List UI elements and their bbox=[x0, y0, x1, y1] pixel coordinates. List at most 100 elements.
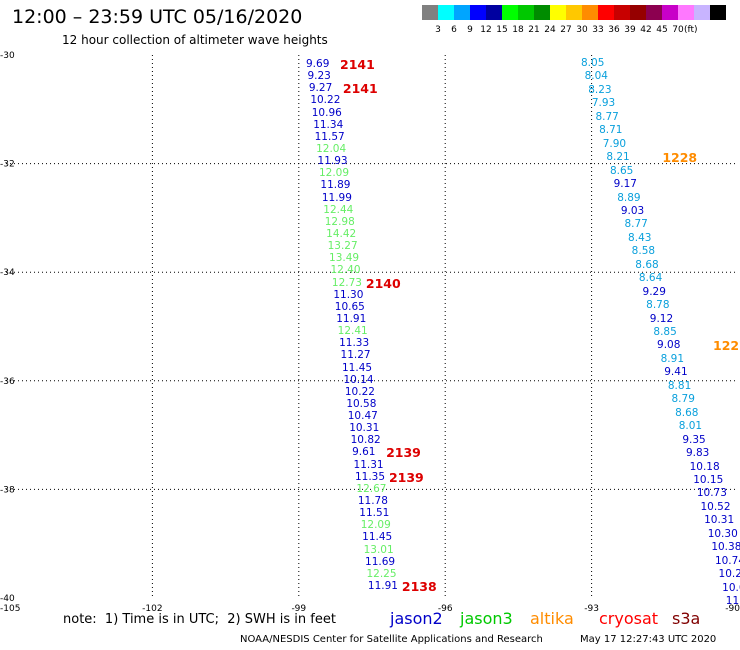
wave-height-value: 12.44 bbox=[323, 203, 354, 216]
y-tick-label: -36 bbox=[0, 377, 15, 387]
scale-swatch bbox=[582, 5, 598, 20]
scale-label: 45 bbox=[656, 25, 668, 35]
wave-height-value: 12.09 bbox=[360, 519, 391, 532]
y-tick-label: -30 bbox=[0, 51, 15, 61]
y-tick-label: -38 bbox=[0, 485, 15, 495]
x-tick-label: -102 bbox=[142, 604, 162, 614]
scale-swatch bbox=[598, 5, 614, 20]
scale-swatch bbox=[438, 5, 454, 20]
wave-height-value: 12.09 bbox=[318, 167, 350, 180]
wave-height-value: 9.83 bbox=[685, 447, 710, 460]
legend-altika: altika bbox=[530, 609, 574, 628]
wave-height-value: 7.90 bbox=[602, 137, 627, 150]
wave-height-value: 9.35 bbox=[682, 433, 706, 446]
wave-height-value: 10.96 bbox=[311, 106, 342, 119]
pass-label: 2140 bbox=[365, 275, 401, 291]
legend-jason2: jason2 bbox=[390, 609, 443, 628]
wave-height-value: 8.21 bbox=[606, 151, 630, 164]
wave-height-value: 8.68 bbox=[675, 406, 699, 419]
wave-height-value: 11.69 bbox=[365, 555, 396, 568]
scale-swatch bbox=[566, 5, 582, 20]
pass-label: 2138 bbox=[401, 579, 437, 595]
wave-height-value: 8.77 bbox=[624, 218, 648, 231]
wave-height-value: 8.05 bbox=[581, 57, 605, 69]
wave-height-value: 11.89 bbox=[320, 179, 351, 192]
scale-label: 24 bbox=[544, 25, 556, 35]
scale-label: 42 bbox=[640, 25, 652, 35]
wave-height-value: 10.15 bbox=[693, 473, 724, 486]
scale-swatch bbox=[550, 5, 566, 20]
scale-swatch bbox=[694, 5, 710, 20]
scale-label: 12 bbox=[480, 25, 492, 35]
x-tick-label: -99 bbox=[291, 604, 306, 614]
wave-height-value: 12.98 bbox=[324, 215, 355, 228]
wave-height-value: 8.65 bbox=[609, 164, 634, 177]
wave-height-value: 13.49 bbox=[329, 252, 360, 265]
wave-height-value: 9.27 bbox=[308, 82, 333, 95]
scale-swatch bbox=[630, 5, 646, 20]
scale-label: 39 bbox=[624, 25, 636, 35]
y-tick-label: -34 bbox=[0, 268, 15, 278]
scale-swatch bbox=[454, 5, 470, 20]
wave-height-value: 10.74 bbox=[714, 554, 740, 567]
scale-unit: (ft) bbox=[684, 25, 698, 35]
wave-height-value: 9.41 bbox=[664, 366, 688, 379]
wave-height-value: 9.03 bbox=[620, 204, 645, 217]
footer-credit: NOAA/NESDIS Center for Satellite Applica… bbox=[240, 634, 543, 645]
scale-swatch bbox=[470, 5, 486, 20]
wave-height-value: 10.47 bbox=[347, 410, 378, 423]
wave-height-value: 12.25 bbox=[366, 567, 397, 580]
wave-height-value: 7.93 bbox=[591, 97, 616, 110]
y-tick-label: -40 bbox=[0, 594, 15, 604]
scale-swatch bbox=[518, 5, 534, 20]
x-tick-label: -105 bbox=[0, 604, 20, 614]
wave-height-value: 12.67 bbox=[356, 482, 387, 495]
wave-height-value: 8.23 bbox=[588, 83, 612, 96]
wave-height-value: 11.51 bbox=[359, 507, 390, 520]
wave-height-value: 12.40 bbox=[330, 264, 361, 277]
wave-height-value: 8.01 bbox=[678, 420, 703, 433]
wave-height-value: 8.89 bbox=[617, 191, 641, 204]
scale-swatch bbox=[646, 5, 662, 20]
wave-height-value: 9.23 bbox=[307, 70, 331, 83]
wave-height-value: 11.91 bbox=[367, 580, 398, 593]
scale-swatch bbox=[614, 5, 630, 20]
scale-label: 30 bbox=[576, 25, 588, 35]
wave-height-value: 10.18 bbox=[689, 460, 720, 473]
wave-height-value: 11.2 bbox=[725, 595, 740, 607]
wave-height-value: 9.61 bbox=[352, 446, 376, 459]
scale-swatch bbox=[662, 5, 678, 20]
scale-label: 15 bbox=[496, 25, 508, 35]
wave-height-value: 8.85 bbox=[653, 326, 677, 338]
wave-height-value: 8.58 bbox=[631, 245, 656, 258]
wave-height-value: 10.22 bbox=[344, 385, 375, 398]
wave-height-value: 10.31 bbox=[349, 422, 380, 435]
wave-height-value: 10.62 bbox=[722, 581, 740, 594]
wave-height-value: 11.30 bbox=[333, 288, 364, 301]
wave-height-value: 12.41 bbox=[337, 325, 368, 338]
wave-height-value: 9.12 bbox=[649, 312, 674, 325]
scale-label: 18 bbox=[512, 25, 524, 35]
wave-height-value: 10.14 bbox=[343, 373, 374, 386]
wave-height-value: 8.68 bbox=[635, 258, 659, 271]
wave-height-value: 8.71 bbox=[599, 124, 623, 137]
wave-height-value: 11.45 bbox=[362, 531, 393, 544]
wave-height-value: 9.08 bbox=[657, 339, 681, 352]
wave-height-value: 8.43 bbox=[628, 231, 652, 244]
wave-height-value: 11.31 bbox=[353, 458, 384, 471]
wave-height-value: 11.33 bbox=[339, 337, 370, 350]
legend-cryosat: cryosat bbox=[599, 609, 659, 628]
wave-height-value: 11.35 bbox=[354, 470, 386, 483]
wave-height-value: 11.91 bbox=[336, 312, 367, 325]
wave-height-value: 10.73 bbox=[696, 487, 727, 500]
wave-height-value: 13.27 bbox=[327, 240, 358, 253]
legend-s3a: s3a bbox=[672, 609, 701, 628]
scale-label: 27 bbox=[560, 25, 572, 35]
x-tick-label: -90 bbox=[725, 604, 740, 614]
wave-height-value: 11.78 bbox=[357, 495, 388, 508]
legend-note: note: 1) Time is in UTC; 2) SWH is in fe… bbox=[63, 612, 336, 627]
wave-height-value: 11.57 bbox=[314, 130, 345, 143]
wave-height-value: 13.01 bbox=[363, 543, 394, 556]
y-tick-label: -32 bbox=[0, 160, 15, 170]
